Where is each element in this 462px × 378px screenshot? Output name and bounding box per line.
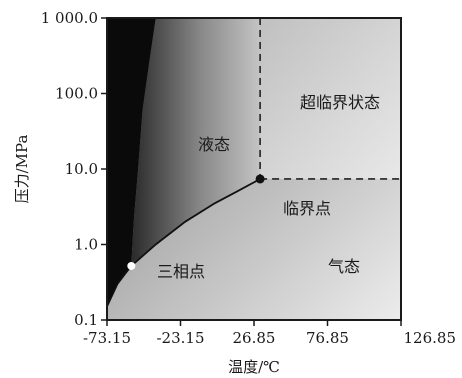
- vaporization-curve: [130, 178, 261, 267]
- y-tick-label: 10.0: [65, 160, 98, 178]
- critical-point-label: 临界点: [283, 199, 331, 218]
- supercritical-region: [260, 18, 401, 179]
- x-tick-label: 26.85: [233, 329, 276, 347]
- x-tick-label: 76.85: [306, 329, 349, 347]
- triple-point-label: 三相点: [157, 262, 205, 281]
- x-tick-label: -23.15: [156, 329, 204, 347]
- liquid-region: [131, 18, 261, 266]
- x-axis: -73.15 -23.15 26.85 76.85 126.85: [83, 320, 456, 347]
- x-tick-label: 126.85: [404, 329, 457, 347]
- y-axis-title: 压力/MPa: [13, 135, 31, 204]
- y-tick-label: 100.0: [55, 85, 98, 103]
- y-tick-label: 1.0: [74, 236, 98, 254]
- sublimation-curve: [106, 265, 132, 308]
- gas-label: 气态: [328, 257, 360, 276]
- critical-point-marker: [255, 174, 265, 184]
- liquid-label: 液态: [198, 135, 230, 154]
- y-axis: 0.1 1.0 10.0 100.0 1 000.0: [41, 9, 107, 329]
- supercritical-label: 超临界状态: [300, 93, 380, 112]
- y-tick-label: 1 000.0: [41, 9, 98, 27]
- triple-point-marker: [127, 261, 136, 270]
- solid-region: [107, 18, 156, 320]
- x-tick-label: -73.15: [83, 329, 131, 347]
- x-axis-title: 温度/℃: [228, 358, 280, 376]
- y-tick-label: 0.1: [74, 311, 98, 329]
